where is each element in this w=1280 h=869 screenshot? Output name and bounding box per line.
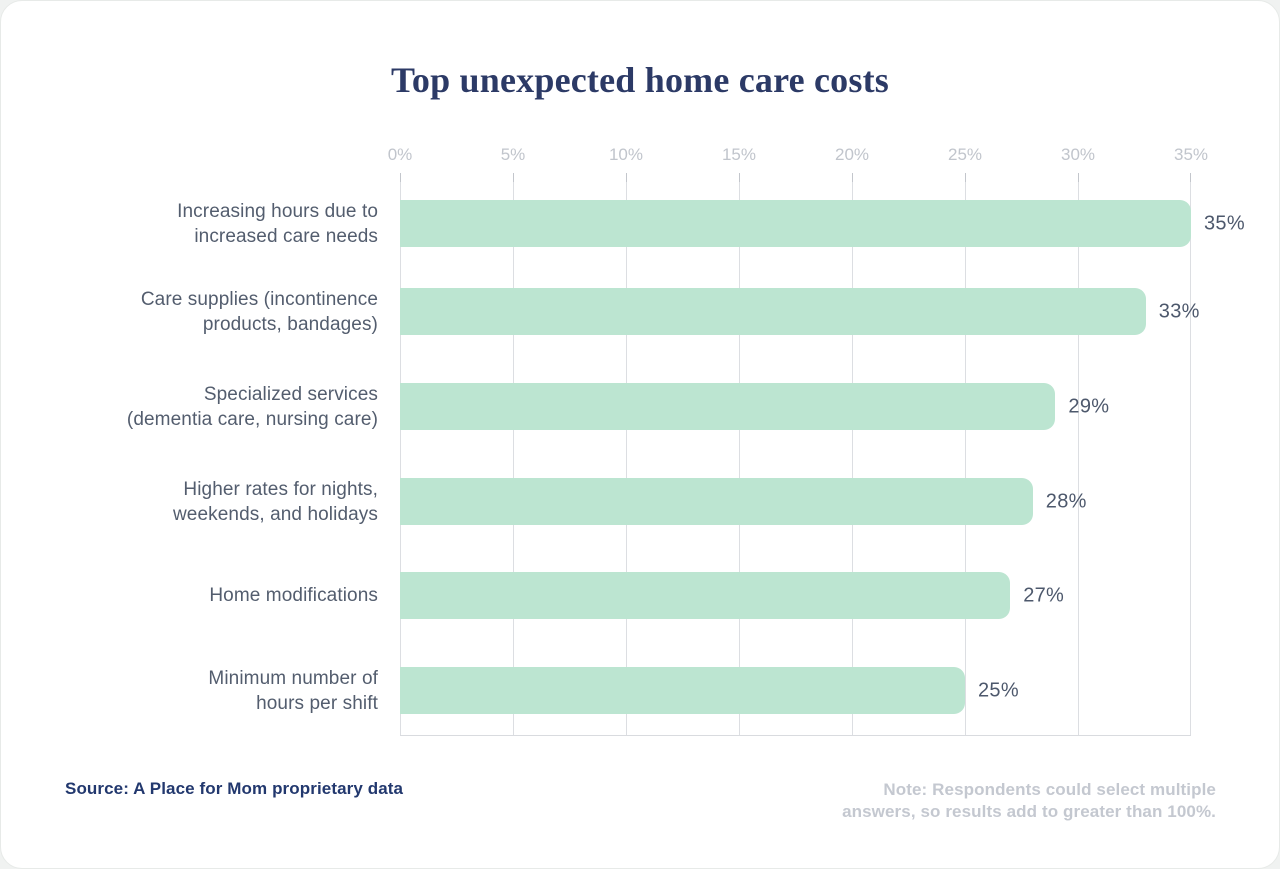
tick-mark (965, 173, 966, 183)
gridline (625, 182, 627, 735)
bar-increasing-hours (400, 200, 1191, 247)
x-axis-tick-label: 20% (834, 145, 870, 164)
tick-mark (1190, 173, 1191, 183)
bar-value-label: 28% (1045, 490, 1087, 512)
category-label-line: Specialized services (203, 383, 378, 405)
category-label-line: Minimum number of (208, 667, 378, 689)
category-label-line: weekends, and holidays (172, 503, 378, 525)
x-axis-tick-label: 5% (500, 145, 526, 164)
tick-mark (738, 173, 740, 183)
note-text: Note: Respondents could select multiple … (716, 779, 1216, 823)
x-axis-ticks (400, 173, 1191, 183)
category-label-line: Higher rates for nights, (183, 478, 378, 500)
category-label-line: products, bandages) (202, 313, 378, 335)
note-line: Note: Respondents could select multiple (883, 780, 1216, 799)
category-label: Care supplies (incontinence products, ba… (41, 288, 378, 335)
category-label-line: hours per shift (256, 692, 378, 714)
source-text: Source: A Place for Mom proprietary data (65, 779, 404, 798)
plot-area: 35% 33% 29% 28% 27% 25% (400, 182, 1245, 736)
note-line: answers, so results add to greater than … (842, 802, 1216, 821)
bar-value-label: 29% (1068, 395, 1110, 417)
category-label-line: Increasing hours due to (177, 200, 378, 222)
bar-value-label: 33% (1158, 300, 1200, 322)
tick-mark (625, 173, 627, 183)
tick-mark (1078, 173, 1079, 183)
bar-value-label: 27% (1023, 584, 1065, 606)
x-axis-tick-label: 30% (1060, 145, 1096, 164)
bar-row: 29% (400, 383, 1191, 430)
bar-row: 28% (400, 478, 1191, 525)
gridline (400, 182, 401, 735)
x-axis-tick-label: 25% (947, 145, 983, 164)
x-axis: 0% 5% 10% 15% 20% 25% 30% 35% (388, 145, 1208, 167)
x-axis-tick-label: 35% (1173, 145, 1209, 164)
bar-row: 27% (400, 572, 1191, 619)
bar-value-label: 25% (978, 679, 1019, 701)
gridline (738, 182, 740, 735)
category-label: Minimum number of hours per shift (41, 667, 378, 714)
gridline (512, 182, 514, 735)
category-label: Increasing hours due to increased care n… (41, 200, 378, 247)
x-axis-tick-label: 15% (721, 145, 756, 164)
tick-mark (852, 173, 853, 183)
category-label: Higher rates for nights, weekends, and h… (41, 478, 378, 525)
bar-row: 35% (400, 200, 1245, 247)
tick-mark (512, 173, 514, 183)
bar-row: 25% (400, 667, 1191, 714)
category-label-line: increased care needs (194, 225, 378, 247)
bar-home-modifications (400, 572, 1011, 619)
bar-value-label: 35% (1204, 212, 1245, 234)
tick-mark (400, 173, 401, 183)
category-label-line: Care supplies (incontinence (140, 288, 378, 310)
x-axis-tick-label: 10% (608, 145, 643, 164)
bar-row: 33% (400, 288, 1199, 335)
bar-higher-rates (400, 478, 1033, 525)
x-axis-tick-label: 0% (387, 145, 413, 164)
gridline (1190, 182, 1191, 735)
chart-title: Top unexpected home care costs (391, 60, 889, 100)
category-label-line: (dementia care, nursing care) (126, 408, 378, 430)
gridline (852, 182, 853, 735)
bar-specialized-services (400, 383, 1056, 430)
gridline (965, 182, 966, 735)
gridline (1078, 182, 1079, 735)
category-label-line: Home modifications (209, 585, 378, 606)
bar-minimum-hours (400, 667, 965, 714)
category-label: Specialized services (dementia care, nur… (41, 383, 378, 430)
bar-care-supplies (400, 288, 1146, 335)
category-label: Home modifications (41, 572, 378, 619)
